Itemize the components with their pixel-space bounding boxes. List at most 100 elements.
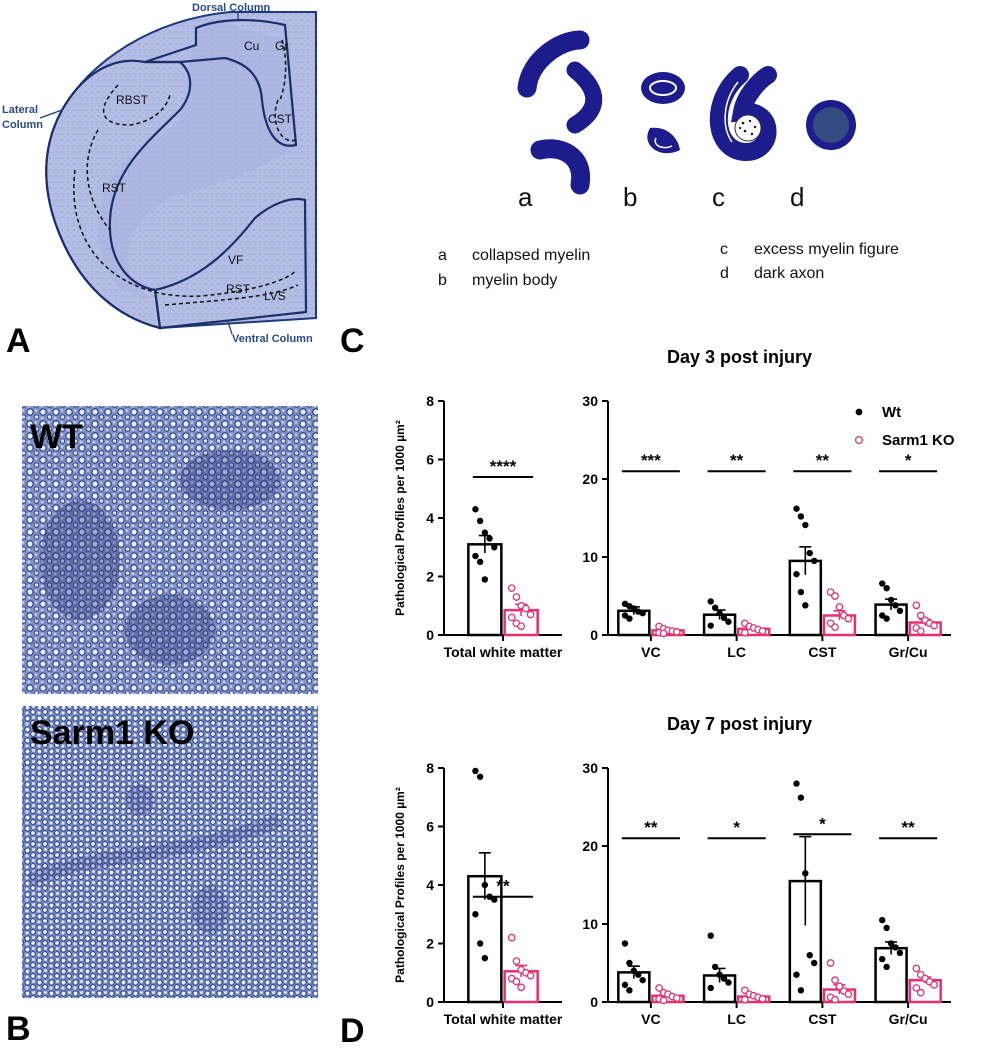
gr-cu-divider (279, 39, 287, 101)
x-tick-label: Gr/Cu (889, 1011, 928, 1027)
ko-data-point (831, 995, 839, 1004)
panel-c-schematic: a b c d a collapsed myelin b myelin body… (340, 30, 899, 1050)
wt-data-point (621, 940, 629, 947)
significance-label: **** (490, 457, 517, 476)
x-tick-label: Total white matter (444, 1011, 563, 1027)
schematic-letter-c: c (712, 182, 725, 212)
legend-text-d: dark axon (754, 265, 824, 282)
legend-wt-marker (855, 408, 863, 416)
lvs-tract (164, 284, 299, 306)
wt-data-point (797, 794, 805, 801)
significance-label: ** (496, 877, 510, 896)
ko-data-point (831, 592, 839, 600)
wt-data-point (476, 558, 484, 566)
ko-data-point (672, 994, 681, 1002)
y-tick-label: 0 (590, 627, 598, 643)
wt-data-point (472, 552, 479, 560)
chart-title: Day 3 post injury (667, 347, 812, 367)
ko-data-point (522, 604, 530, 613)
wt-data-point (472, 911, 479, 918)
ko-data-point (512, 977, 521, 986)
y-tick-label: 8 (426, 760, 434, 776)
wt-data-point (476, 517, 484, 525)
wt-data-point (802, 521, 809, 529)
ko-data-point (835, 603, 844, 611)
legend-wt-label: Wt (882, 404, 901, 421)
ventral-column-outline (153, 197, 308, 330)
x-tick-label: Total white matter (444, 644, 563, 660)
wt-data-point (630, 967, 638, 974)
ko-data-point (507, 584, 516, 593)
legend-key-a: a (438, 247, 447, 264)
ko-data-point (740, 995, 749, 1004)
legend-text-c: excess myelin figure (754, 241, 899, 258)
significance-label: * (905, 451, 912, 470)
x-tick-label: CST (808, 1011, 836, 1027)
ko-data-point (659, 629, 668, 638)
y-axis-title: Pathological Profiles per 1000 µm² (393, 787, 407, 983)
wt-data-point (879, 580, 886, 587)
x-tick-label: Gr/Cu (889, 644, 928, 660)
wt-data-point (481, 881, 489, 889)
x-tick-label: VC (641, 1011, 660, 1027)
y-tick-label: 30 (582, 393, 598, 409)
ko-data-point (916, 611, 925, 620)
ko-data-point (916, 988, 925, 997)
wt-data-point (879, 612, 886, 619)
tract-label-cst: CST (268, 112, 293, 126)
y-tick-label: 2 (426, 569, 434, 585)
dark-axon-shape (806, 100, 856, 150)
wt-data-point (716, 609, 723, 617)
y-tick-label: 6 (426, 452, 434, 468)
schematic-letter-d: d (790, 182, 804, 212)
ko-data-point (826, 959, 835, 967)
wt-data-point (887, 940, 895, 947)
ko-data-point (512, 957, 521, 965)
tract-label-gr: Gr (275, 39, 288, 53)
wt-data-point (802, 602, 809, 609)
wt-data-point (481, 954, 489, 962)
wt-data-point (639, 609, 646, 617)
wt-data-point (707, 598, 714, 605)
wt-data-point (472, 767, 479, 775)
ko-data-point (655, 984, 663, 992)
lateral-column-label-line2: Column (2, 119, 43, 131)
wt-data-point (707, 622, 714, 629)
ko-data-point (517, 983, 526, 992)
schematic-legend: a collapsed myelin b myelin body c exces… (438, 241, 899, 289)
lateral-column-outline (45, 59, 192, 330)
ko-data-point (912, 601, 921, 610)
tract-label-lvs: LVS (264, 289, 286, 303)
y-tick-label: 4 (426, 877, 434, 893)
legend-key-d: d (720, 265, 729, 282)
y-tick-label: 8 (426, 393, 434, 409)
wt-data-point (725, 618, 732, 625)
chart-4: Day 7 post injury 0 10 20 30 VC ** LC * CST * Gr/Cu… (582, 714, 951, 1027)
significance-label: ** (816, 451, 830, 470)
ko-data-point (912, 964, 921, 973)
ko-data-point (835, 982, 844, 991)
panel-letter-c: C (340, 322, 365, 360)
wt-data-point (720, 975, 728, 982)
y-axis-title: Pathological Profiles per 1000 µm² (393, 420, 407, 616)
legend-key-b: b (438, 272, 447, 289)
significance-label: ** (902, 818, 916, 837)
wt-data-point (879, 916, 886, 924)
wt-data-point (707, 984, 714, 992)
ko-label: Sarm1 KO (30, 714, 194, 752)
wt-data-point (797, 513, 805, 520)
ko-data-point (507, 933, 516, 942)
y-tick-label: 30 (582, 760, 598, 776)
y-tick-label: 0 (426, 994, 434, 1010)
panel-a: Cu Gr RBST CST RST VF RST LVS Dorsal Col… (2, 2, 317, 360)
wt-data-point (896, 949, 904, 957)
lateral-column-label-line1: Lateral (2, 104, 38, 116)
wt-data-point (810, 959, 818, 967)
wt-data-point (707, 932, 714, 939)
wt-data-point (491, 896, 498, 903)
panel-letter-b: B (6, 1010, 31, 1048)
wt-label: WT (30, 418, 83, 456)
chart-1: Pathological Profiles per 1000 µm² 0 2 4 6 8 T… (393, 393, 563, 660)
rbst-tract (102, 84, 171, 126)
x-tick-label: LC (727, 644, 746, 660)
